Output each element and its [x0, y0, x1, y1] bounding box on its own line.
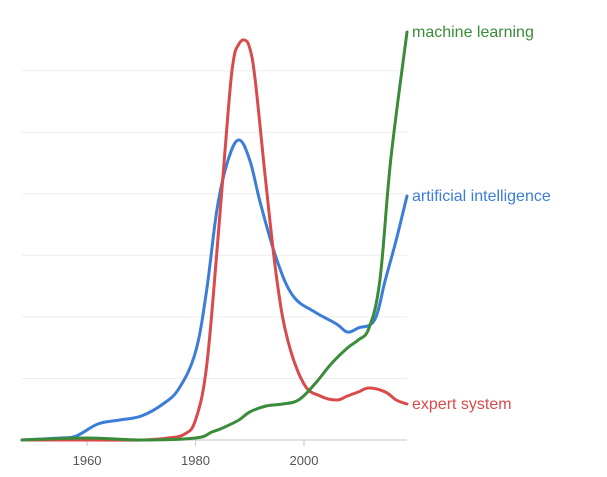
- series-line-artificial-intelligence: [20, 138, 409, 442]
- series-labels: artificial intelligence expert system mach…: [412, 24, 551, 413]
- series-label-machine-learning: machine learning: [412, 24, 534, 41]
- grid: [22, 70, 407, 379]
- series-line-expert-system: [20, 38, 409, 442]
- series-label-artificial-intelligence: artificial intelligence: [412, 188, 551, 205]
- series-lines: [20, 30, 409, 442]
- series-line-machine-learning: [20, 30, 409, 442]
- x-tick-label: 1980: [181, 453, 210, 468]
- series-label-expert-system: expert system: [412, 396, 512, 413]
- x-axis: 1960 1980 2000: [22, 439, 407, 468]
- x-tick-label: 1960: [73, 453, 102, 468]
- x-tick-label: 2000: [290, 453, 319, 468]
